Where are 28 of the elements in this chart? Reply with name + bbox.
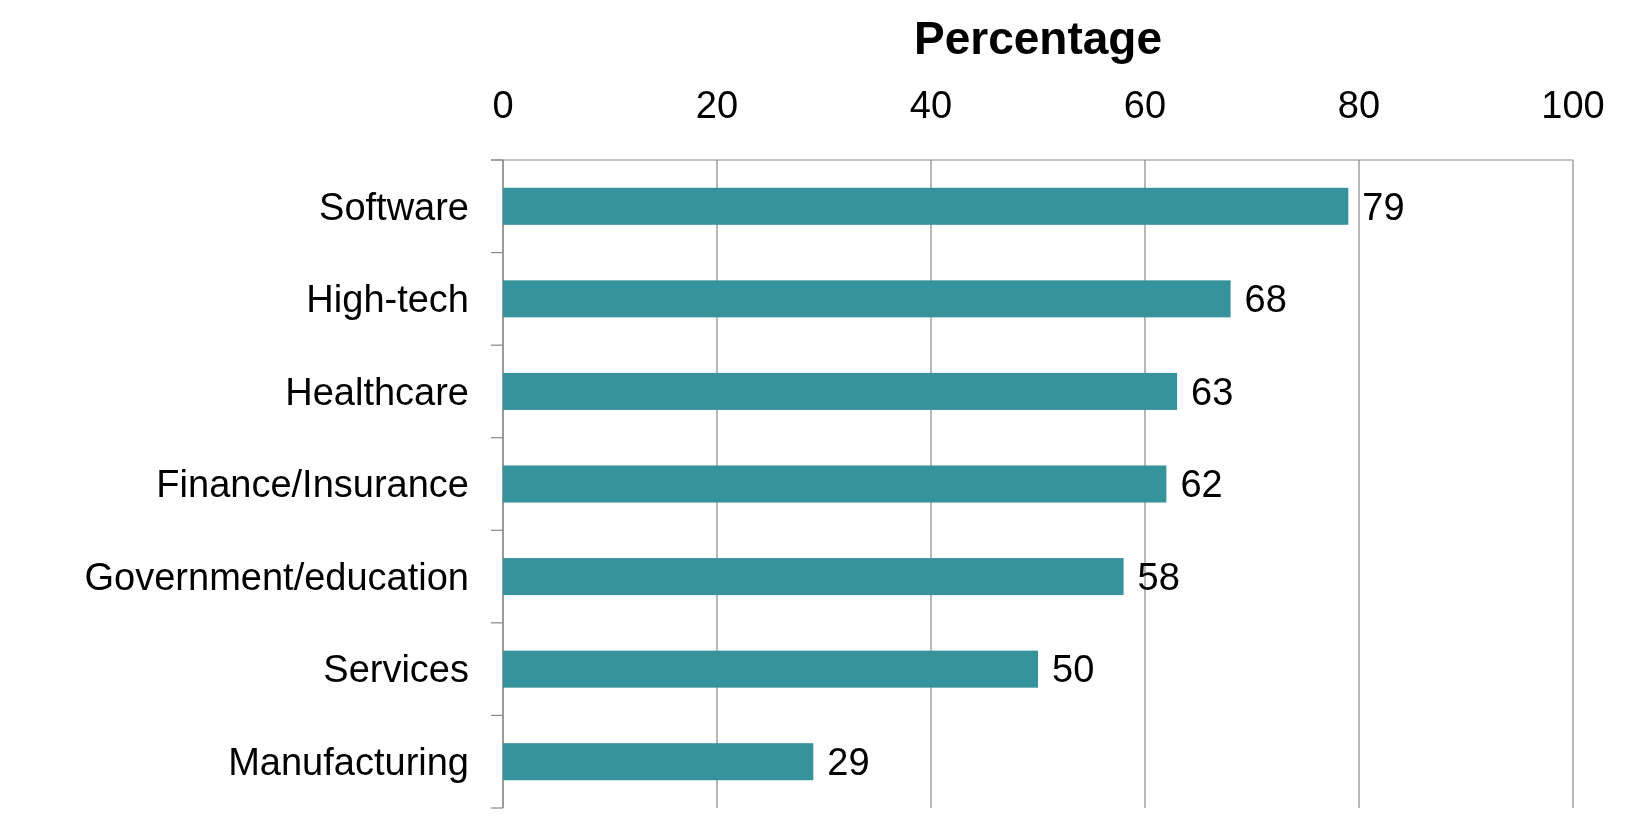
x-axis-title: Percentage xyxy=(913,12,1163,64)
bar xyxy=(503,372,1178,410)
bar xyxy=(503,743,814,781)
y-tick-label: Services xyxy=(323,648,469,691)
x-tick-label: 80 xyxy=(1337,84,1381,126)
y-tick-label: Software xyxy=(319,185,469,228)
data-label: 50 xyxy=(1052,648,1095,691)
y-tick-label: Finance/Insurance xyxy=(156,463,469,506)
data-label: 68 xyxy=(1244,278,1287,321)
y-tick-label: Government/education xyxy=(84,555,469,598)
x-tick-label: 20 xyxy=(695,84,739,126)
bar xyxy=(503,465,1167,503)
x-tick-label: 100 xyxy=(1541,84,1605,126)
data-label: 79 xyxy=(1362,185,1405,228)
y-tick-label: Healthcare xyxy=(285,370,469,413)
bar xyxy=(503,187,1349,225)
data-label: 63 xyxy=(1191,370,1234,413)
y-tick-label: High-tech xyxy=(306,278,469,321)
data-label: 62 xyxy=(1180,463,1223,506)
x-tick-label: 40 xyxy=(909,84,953,126)
bar xyxy=(503,650,1038,688)
y-tick-label: Manufacturing xyxy=(228,741,469,784)
data-label: 58 xyxy=(1137,555,1180,598)
x-tick-label: 60 xyxy=(1123,84,1167,126)
bar xyxy=(503,280,1231,318)
data-label: 29 xyxy=(827,741,870,784)
bar xyxy=(503,558,1124,596)
x-tick-label: 0 xyxy=(492,84,514,126)
